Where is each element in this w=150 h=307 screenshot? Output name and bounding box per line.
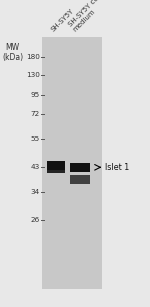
- Text: MW: MW: [6, 43, 20, 52]
- Text: (kDa): (kDa): [2, 53, 23, 62]
- Text: 26: 26: [30, 216, 40, 223]
- Text: SH-SY5Y: SH-SY5Y: [50, 7, 75, 32]
- Text: 180: 180: [26, 54, 40, 60]
- Text: 72: 72: [30, 111, 40, 117]
- Text: 43: 43: [30, 164, 40, 170]
- Bar: [70, 175, 90, 184]
- Bar: [47, 170, 64, 173]
- Bar: [70, 163, 90, 172]
- Text: 95: 95: [30, 91, 40, 98]
- Text: 55: 55: [30, 136, 40, 142]
- Bar: [47, 161, 64, 173]
- Text: 34: 34: [30, 189, 40, 195]
- Bar: [42, 37, 102, 289]
- Text: Islet 1: Islet 1: [105, 163, 129, 172]
- Text: SH-SY5Y conditioned
medium: SH-SY5Y conditioned medium: [67, 0, 128, 32]
- Text: 130: 130: [26, 72, 40, 78]
